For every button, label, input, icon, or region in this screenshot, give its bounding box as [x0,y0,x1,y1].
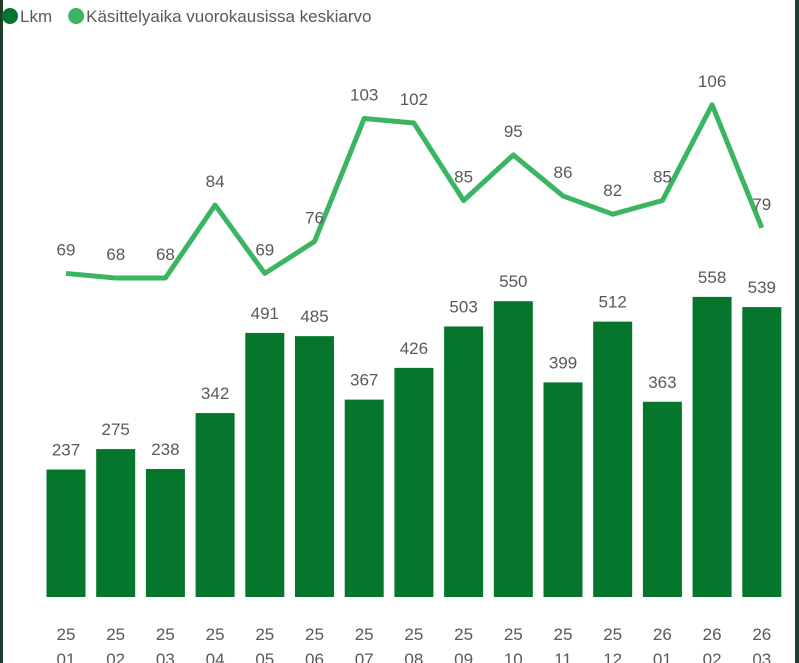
x-tick-label: 25 04 [205,625,225,663]
data-label: 550 [499,272,527,291]
x-tick-label: 25 02 [106,625,126,663]
bar [344,399,384,597]
bar [593,321,633,597]
data-label: 76 [305,209,324,228]
data-label: 102 [400,90,428,109]
data-label: 238 [151,440,179,459]
bar [543,382,583,597]
data-label: 68 [156,245,175,264]
bar [493,301,533,597]
frame-edge [0,0,3,663]
data-label: 275 [102,420,130,439]
x-tick-label: 25 03 [155,625,175,663]
legend-marker [2,8,18,24]
data-label: 539 [748,278,776,297]
data-label: 106 [698,72,726,91]
legend-marker [68,8,85,24]
bar [444,326,484,597]
data-label: 512 [599,293,627,312]
x-tick-label: 25 06 [305,625,324,663]
data-label: 69 [255,240,274,259]
data-label: 237 [52,441,80,460]
x-tick-label: 25 08 [404,625,424,663]
x-tick-label: 25 07 [354,625,374,663]
data-label: 86 [554,163,573,182]
frame-edge [795,0,799,663]
x-tick-label: 25 11 [553,625,573,663]
bar [642,401,682,597]
bar [96,449,136,597]
x-tick-label: 25 10 [503,625,523,663]
legend-label: Käsittelyaika vuorokausissa keskiarvo [86,7,371,26]
data-label: 95 [504,122,523,141]
x-tick-label: 26 01 [652,625,672,663]
x-tick-label: 26 02 [702,625,722,663]
data-label: 85 [653,168,672,187]
data-label: 79 [752,195,771,214]
bar [742,307,782,597]
data-label: 399 [549,353,577,372]
data-label: 85 [454,168,473,187]
data-label: 84 [206,172,225,191]
legend-label: Lkm [20,7,52,26]
data-label: 82 [603,181,622,200]
bar [692,296,732,597]
data-label: 503 [449,297,477,316]
data-label: 367 [350,371,378,390]
data-label: 68 [106,245,125,264]
line [65,102,765,281]
data-label: 426 [400,339,428,358]
x-tick-label: 25 05 [255,625,275,663]
bar [295,336,334,597]
data-label: 363 [648,373,676,392]
data-label: 103 [350,85,378,104]
data-label: 342 [201,384,229,403]
data-label: 69 [57,240,76,259]
bar [394,367,434,597]
data-label: 558 [698,268,726,287]
bar [245,332,285,597]
bar [195,413,235,597]
bar [46,469,86,597]
x-tick-label: 25 12 [603,625,623,663]
bar [145,468,185,597]
x-tick-label: 25 01 [56,625,76,663]
x-tick-label: 26 03 [752,625,772,663]
data-label: 491 [251,304,279,323]
data-label: 485 [300,307,328,326]
x-tick-label: 25 09 [454,625,474,663]
